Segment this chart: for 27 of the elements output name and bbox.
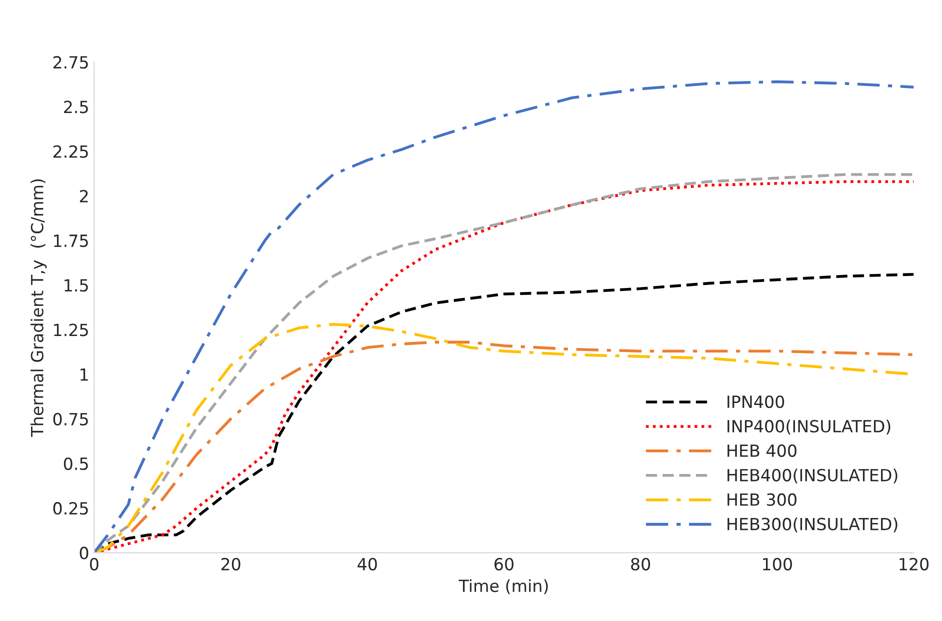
y-tick-label: 2 (80, 190, 88, 202)
legend-label: HEB300(INSULATED) (728, 517, 898, 532)
y-tick-label: 1.25 (54, 324, 88, 336)
y-axis-title: Thermal Gradient T,y (°C/mm) (30, 179, 47, 437)
x-tick-label: 40 (358, 558, 377, 570)
y-tick-label: 0 (80, 546, 88, 560)
y-tick-label: 1 (80, 368, 88, 381)
y-tick-label: 0.25 (53, 502, 88, 515)
y-tick-label: 0.5 (64, 457, 88, 470)
x-tick-label: 60 (494, 558, 514, 570)
x-tick-label: 100 (763, 558, 792, 570)
legend-label: IPN400 (728, 395, 784, 408)
y-tick-label: 2.75 (53, 56, 88, 69)
x-tick-label: 80 (631, 558, 650, 570)
x-tick-label: 120 (900, 558, 929, 570)
y-tick-label: 0.75 (53, 412, 88, 426)
legend-label: HEB 300 (728, 493, 796, 506)
y-tick-label: 1.5 (64, 279, 88, 292)
x-tick-label: 20 (221, 558, 240, 570)
y-tick-label: 2.25 (53, 145, 88, 158)
y-tick-label: 2.5 (64, 100, 88, 114)
legend-label: HEB 400 (728, 444, 796, 457)
legend-label: INP400(INSULATED) (728, 420, 890, 434)
y-tick-label: 1.75 (54, 234, 88, 248)
x-axis-title: Time (min) (458, 579, 548, 594)
legend-label: HEB400(INSULATED) (728, 468, 898, 484)
x-tick-label: 0 (90, 558, 98, 570)
